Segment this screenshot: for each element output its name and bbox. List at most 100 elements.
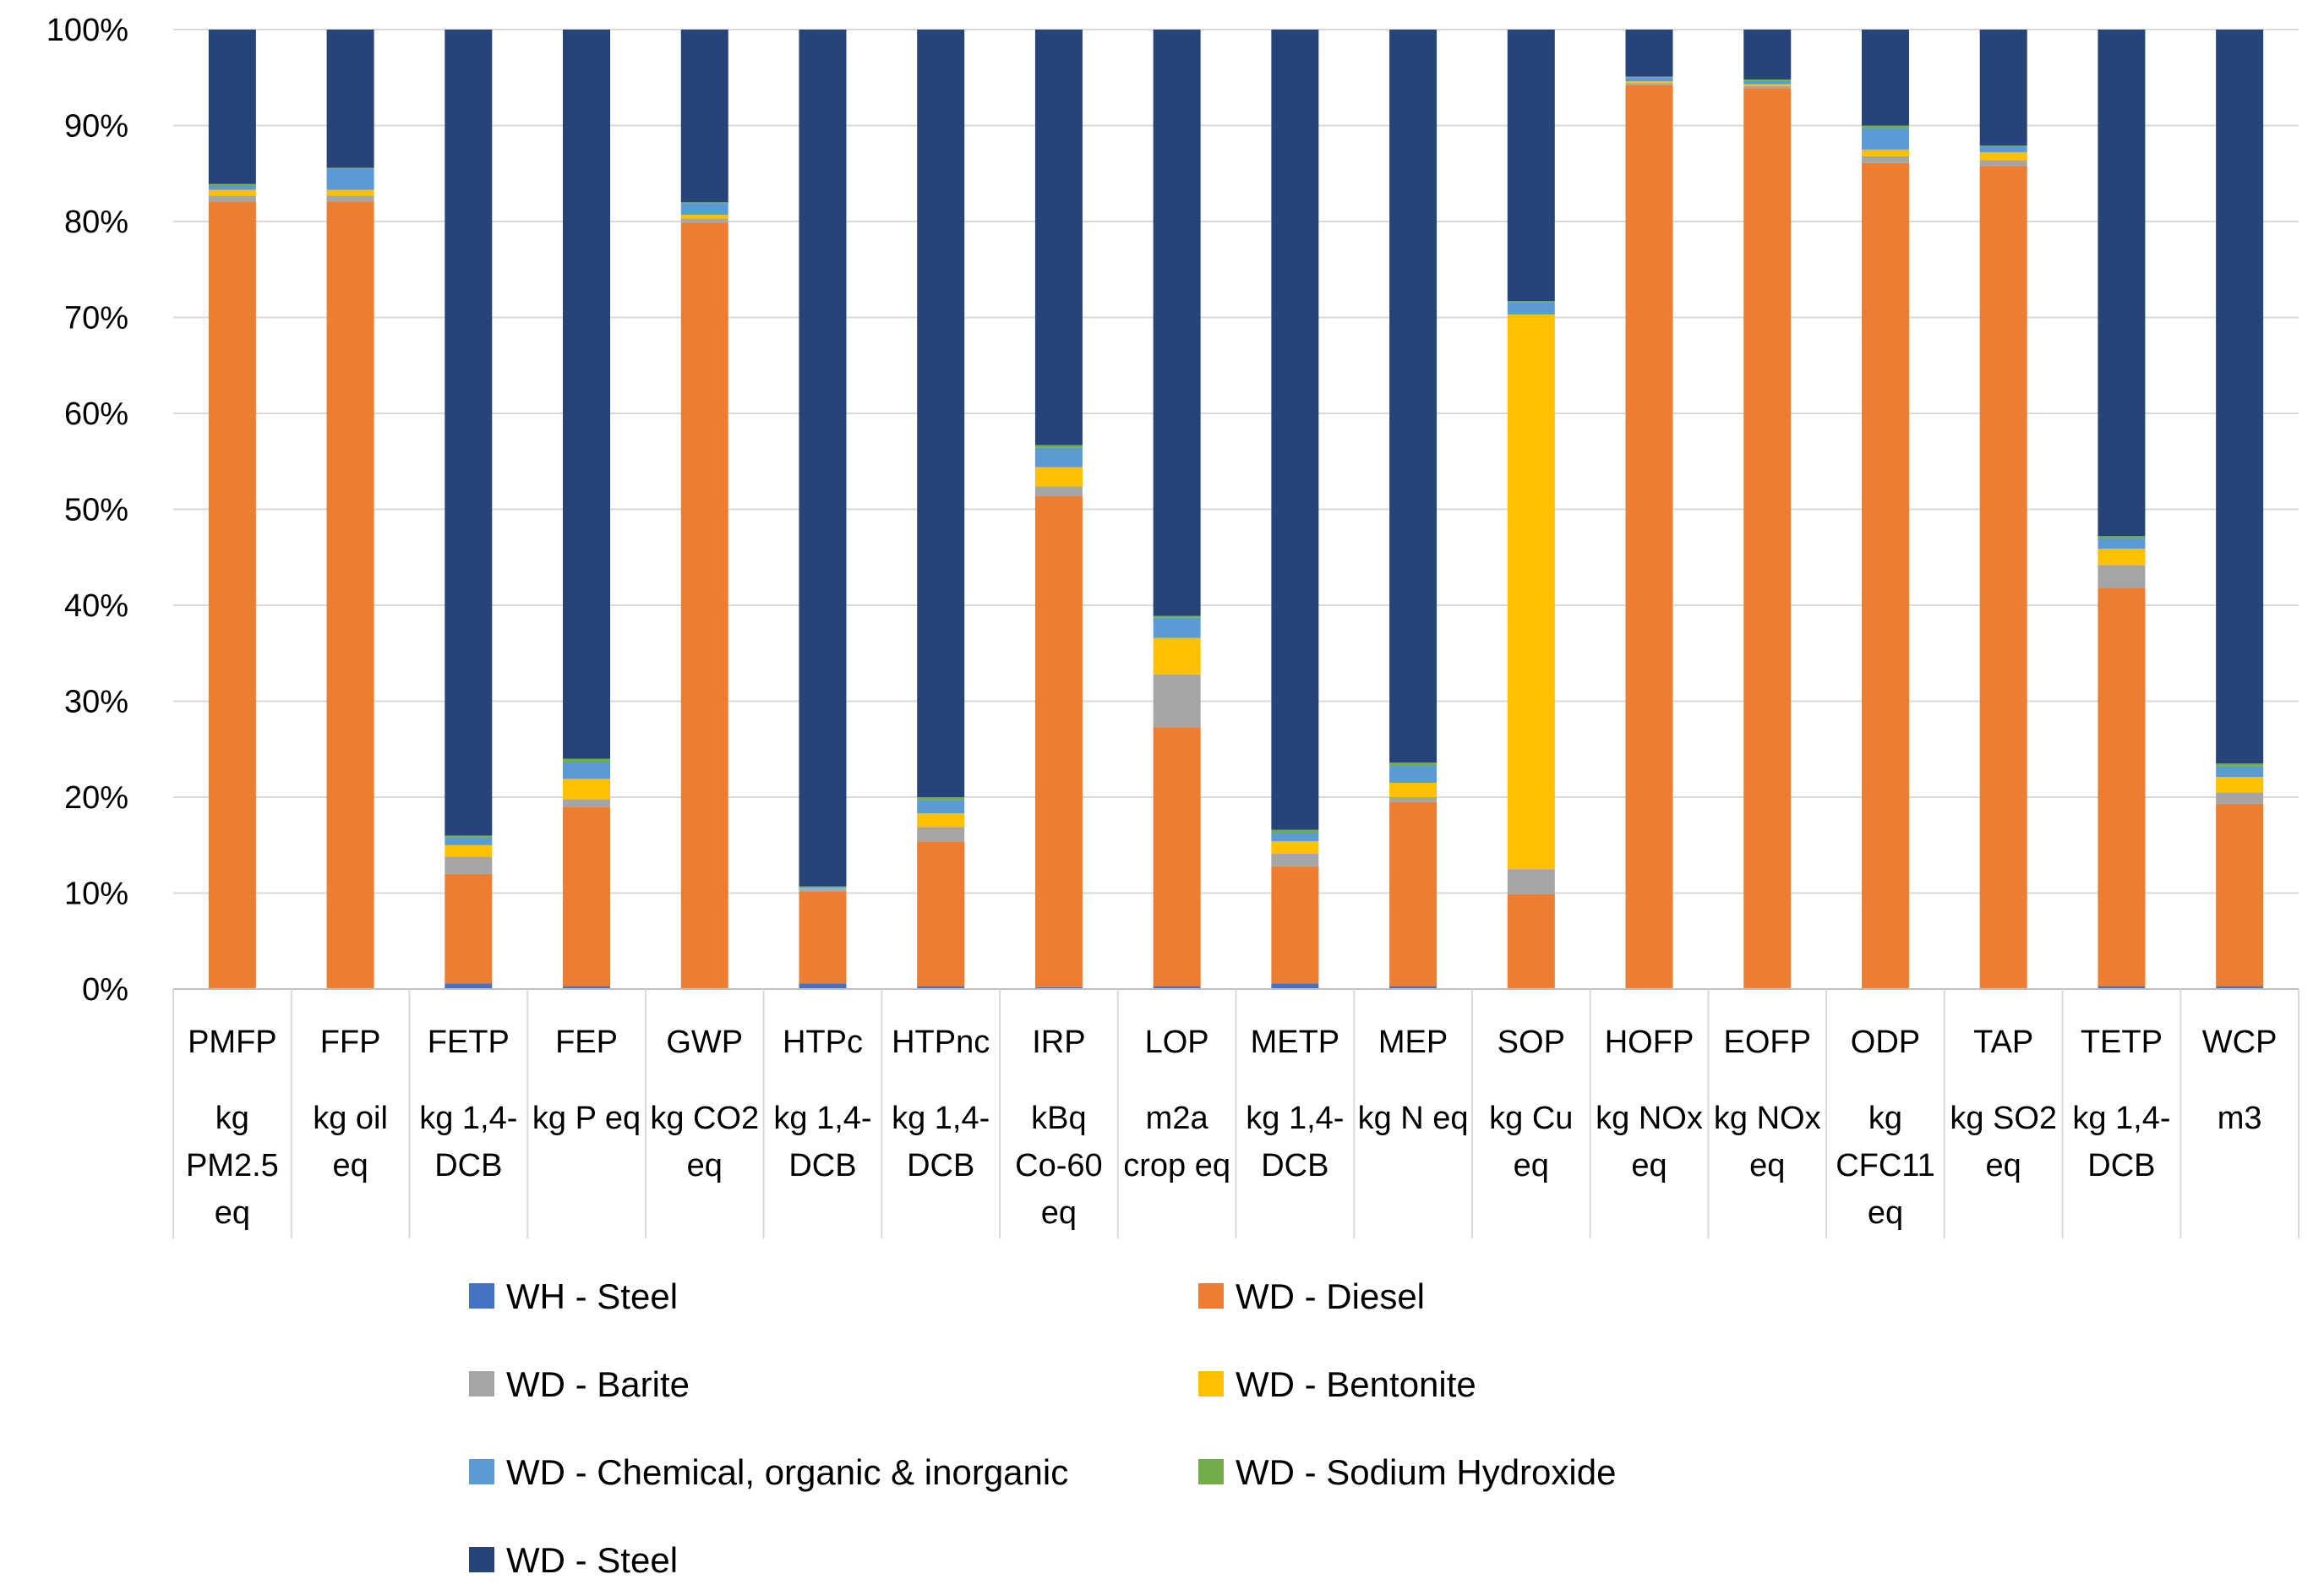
bar-segment xyxy=(2216,803,2264,987)
bar-segment xyxy=(1861,162,1909,988)
legend-swatch xyxy=(469,1459,494,1484)
bar-segment xyxy=(2216,792,2264,804)
bar-segment xyxy=(563,986,611,989)
bar-segment xyxy=(1034,30,1083,445)
category-unit-label: CFC11 xyxy=(1836,1148,1935,1183)
bar-segment xyxy=(563,779,611,800)
bar-segment xyxy=(917,30,965,797)
category-unit-label: DCB xyxy=(434,1148,502,1183)
y-tick-label: 100% xyxy=(46,13,128,48)
category-unit-label: eq xyxy=(1868,1195,1903,1231)
bar-segment xyxy=(1271,983,1319,989)
bar-segment xyxy=(917,800,965,814)
y-tick-label: 50% xyxy=(64,493,128,528)
category-unit-label: DCB xyxy=(1261,1148,1328,1183)
bar-segment xyxy=(326,168,374,190)
bar-segment xyxy=(1979,30,2027,146)
category-unit-label: kg 1,4- xyxy=(2072,1101,2170,1136)
bar-segment xyxy=(1861,149,1909,156)
bar-segment xyxy=(1153,986,1201,989)
bar-segment xyxy=(1979,166,2027,988)
category-code-label: FFP xyxy=(320,1025,381,1060)
bar-segment xyxy=(799,888,847,892)
bar-segment xyxy=(563,799,611,807)
bar-segment xyxy=(208,189,256,196)
bar-segment xyxy=(680,222,728,988)
legend-label: WD - Steel xyxy=(506,1540,678,1580)
category-unit-label: PM2.5 xyxy=(186,1148,279,1183)
category-unit-label: DCB xyxy=(907,1148,974,1183)
bar-segment xyxy=(799,886,847,888)
bar-segment xyxy=(1743,84,1792,86)
bar-segment xyxy=(1861,30,1909,126)
category-unit-label: kg N eq xyxy=(1358,1101,1469,1136)
bar-segment xyxy=(326,195,374,202)
category-unit-label: Co-60 xyxy=(1015,1148,1103,1183)
category-unit-label: kg 1,4- xyxy=(892,1101,990,1136)
bar-segment xyxy=(2098,536,2146,538)
bar-segment xyxy=(2216,766,2264,778)
y-tick-label: 0% xyxy=(82,972,128,1008)
legend-swatch xyxy=(469,1547,494,1572)
bar-segment xyxy=(1389,762,1437,766)
bar-segment xyxy=(1507,302,1555,315)
bar-segment xyxy=(326,189,374,196)
bar-segment xyxy=(1507,30,1555,302)
bar-segment xyxy=(1153,637,1201,675)
bar-segment xyxy=(680,202,728,204)
bar-segment xyxy=(1153,727,1201,987)
category-unit-label: m3 xyxy=(2218,1101,2262,1136)
category-unit-label: kg Cu xyxy=(1489,1101,1573,1136)
bar-segment xyxy=(563,30,611,759)
bar-segment xyxy=(445,837,493,845)
category-unit-label: eq xyxy=(332,1148,368,1183)
bar-segment xyxy=(1861,128,1909,150)
bar-segment xyxy=(680,218,728,223)
bar-segment xyxy=(445,983,493,989)
bar-segment xyxy=(1153,30,1201,616)
category-unit-label: kg NOx xyxy=(1714,1101,1821,1136)
bar-segment xyxy=(1271,866,1319,984)
legend-label: WD - Chemical, organic & inorganic xyxy=(506,1452,1068,1492)
category-unit-label: kg xyxy=(1868,1101,1902,1136)
category-unit-label: m2a xyxy=(1146,1101,1209,1136)
category-code-label: FEP xyxy=(555,1025,618,1060)
bar-segment xyxy=(1979,160,2027,167)
category-unit-label: kg P eq xyxy=(532,1101,641,1136)
legend-label: WD - Sodium Hydroxide xyxy=(1236,1452,1616,1492)
bar-segment xyxy=(1271,841,1319,854)
bar-segment xyxy=(2098,986,2146,989)
bar-segment xyxy=(1389,765,1437,783)
bar-segment xyxy=(2098,549,2146,566)
category-unit-label: kg oil xyxy=(313,1101,388,1136)
category-code-label: ODP xyxy=(1851,1025,1920,1060)
bar-segment xyxy=(799,888,847,889)
category-unit-label: eq xyxy=(1749,1148,1785,1183)
bar-segment xyxy=(799,891,847,984)
bar-segment xyxy=(1034,445,1083,448)
bar-segment xyxy=(799,30,847,887)
category-code-label: HOFP xyxy=(1605,1025,1694,1060)
bar-segment xyxy=(1271,832,1319,842)
gridlines xyxy=(173,29,2299,894)
bar-segment xyxy=(1625,81,1673,84)
bar-segment xyxy=(1625,76,1673,78)
category-unit-label: eq xyxy=(1986,1148,2021,1183)
bar-segment xyxy=(208,201,256,988)
bar-segment xyxy=(445,30,493,836)
bar-segment xyxy=(208,184,256,190)
legend-label: WD - Bentonite xyxy=(1236,1364,1476,1404)
category-code-label: TAP xyxy=(1973,1025,2033,1060)
bar-segment xyxy=(208,183,256,185)
bar-segment xyxy=(2098,30,2146,537)
bar-segment xyxy=(1034,987,1083,989)
category-code-label: SOP xyxy=(1498,1025,1565,1060)
bar-segment xyxy=(917,827,965,842)
category-code-label: IRP xyxy=(1032,1025,1085,1060)
bar-segment xyxy=(1389,782,1437,797)
bar-segment xyxy=(1625,85,1673,988)
y-tick-label: 40% xyxy=(64,588,128,624)
bar-segment xyxy=(799,983,847,989)
category-code-label: LOP xyxy=(1145,1025,1209,1060)
